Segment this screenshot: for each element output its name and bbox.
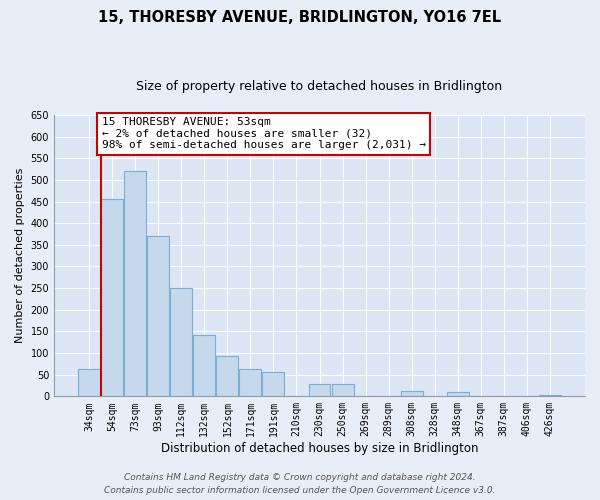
- Text: 15, THORESBY AVENUE, BRIDLINGTON, YO16 7EL: 15, THORESBY AVENUE, BRIDLINGTON, YO16 7…: [98, 10, 502, 25]
- Bar: [401, 391, 422, 396]
- Bar: [124, 171, 146, 396]
- Text: 15 THORESBY AVENUE: 53sqm
← 2% of detached houses are smaller (32)
98% of semi-d: 15 THORESBY AVENUE: 53sqm ← 2% of detach…: [102, 117, 426, 150]
- Bar: [262, 372, 284, 396]
- Bar: [239, 370, 262, 396]
- Y-axis label: Number of detached properties: Number of detached properties: [15, 168, 25, 344]
- Bar: [101, 198, 123, 396]
- Bar: [332, 384, 353, 396]
- X-axis label: Distribution of detached houses by size in Bridlington: Distribution of detached houses by size …: [161, 442, 478, 455]
- Bar: [193, 335, 215, 396]
- Bar: [147, 236, 169, 396]
- Bar: [217, 356, 238, 397]
- Bar: [447, 392, 469, 396]
- Bar: [78, 370, 100, 396]
- Bar: [308, 384, 331, 396]
- Title: Size of property relative to detached houses in Bridlington: Size of property relative to detached ho…: [136, 80, 503, 93]
- Text: Contains HM Land Registry data © Crown copyright and database right 2024.
Contai: Contains HM Land Registry data © Crown c…: [104, 474, 496, 495]
- Bar: [170, 288, 192, 397]
